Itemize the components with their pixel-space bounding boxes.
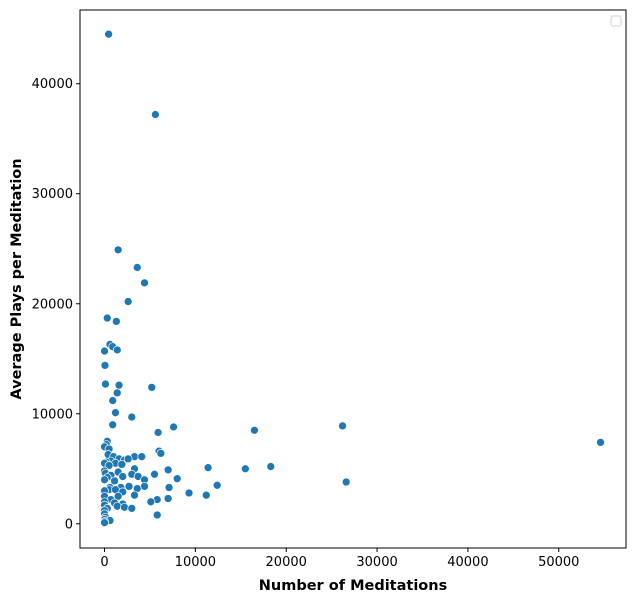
x-tick-label: 20000 — [266, 555, 307, 570]
x-tick-label: 30000 — [356, 555, 397, 570]
data-point — [111, 408, 120, 418]
data-point — [111, 317, 121, 326]
x-tick-label: 0 — [100, 555, 108, 570]
data-point — [112, 501, 122, 511]
data-point — [100, 361, 110, 370]
ticks-layer: 0 10000 20000 30000 40000 50000 0 10000 20000 300… — [32, 77, 580, 570]
data-point — [124, 482, 134, 491]
data-point — [120, 502, 129, 512]
data-point — [596, 438, 605, 447]
data-point — [140, 482, 149, 491]
data-point — [153, 428, 163, 437]
y-tick-label: 40000 — [32, 77, 73, 92]
data-point — [163, 494, 173, 503]
data-point — [104, 29, 113, 39]
x-tick-label: 10000 — [175, 555, 216, 570]
data-point — [164, 483, 174, 492]
data-point — [146, 497, 156, 507]
y-axis-label: Average Plays per Meditation — [9, 158, 25, 399]
data-point — [100, 475, 109, 485]
data-point — [169, 422, 178, 432]
y-tick-label: 20000 — [32, 297, 73, 312]
data-point — [203, 463, 213, 473]
x-tick-label: 40000 — [447, 555, 488, 570]
data-point — [341, 477, 351, 487]
data-point — [102, 313, 112, 323]
data-point — [201, 490, 211, 500]
data-point — [110, 476, 119, 486]
data-point — [137, 452, 147, 462]
data-point — [130, 490, 139, 500]
plot-frame — [79, 9, 627, 549]
data-point — [127, 504, 137, 513]
y-tick-label: 0 — [65, 517, 73, 532]
data-point — [112, 388, 122, 398]
data-point — [156, 449, 166, 458]
data-point — [100, 518, 109, 528]
data-point — [150, 469, 159, 479]
x-tick-label: 50000 — [538, 555, 579, 570]
y-tick-label: 10000 — [32, 407, 73, 422]
data-point — [240, 464, 250, 474]
data-point — [152, 510, 162, 520]
y-tick-label: 30000 — [32, 187, 73, 202]
data-point — [114, 380, 124, 390]
data-point — [123, 297, 133, 306]
data-point — [113, 491, 123, 501]
data-point — [172, 474, 182, 484]
data-point — [163, 465, 173, 475]
data-point — [118, 472, 128, 481]
data-point — [132, 263, 142, 272]
data-point — [113, 245, 123, 255]
data-point — [151, 110, 160, 119]
data-point — [127, 412, 137, 422]
data-point — [112, 345, 122, 355]
data-point — [338, 421, 347, 431]
data-point — [123, 454, 133, 464]
data-point — [117, 460, 127, 469]
data-point — [184, 488, 194, 498]
legend-box — [610, 15, 622, 27]
data-point — [108, 420, 118, 430]
data-point — [266, 462, 276, 471]
data-point — [101, 379, 110, 389]
x-axis-label: Number of Meditations — [259, 578, 447, 594]
points-layer — [100, 29, 605, 528]
data-point — [212, 480, 222, 490]
data-point — [108, 396, 118, 405]
data-point — [100, 346, 109, 356]
data-point — [250, 425, 259, 435]
data-point — [147, 383, 157, 392]
data-point — [140, 278, 149, 288]
